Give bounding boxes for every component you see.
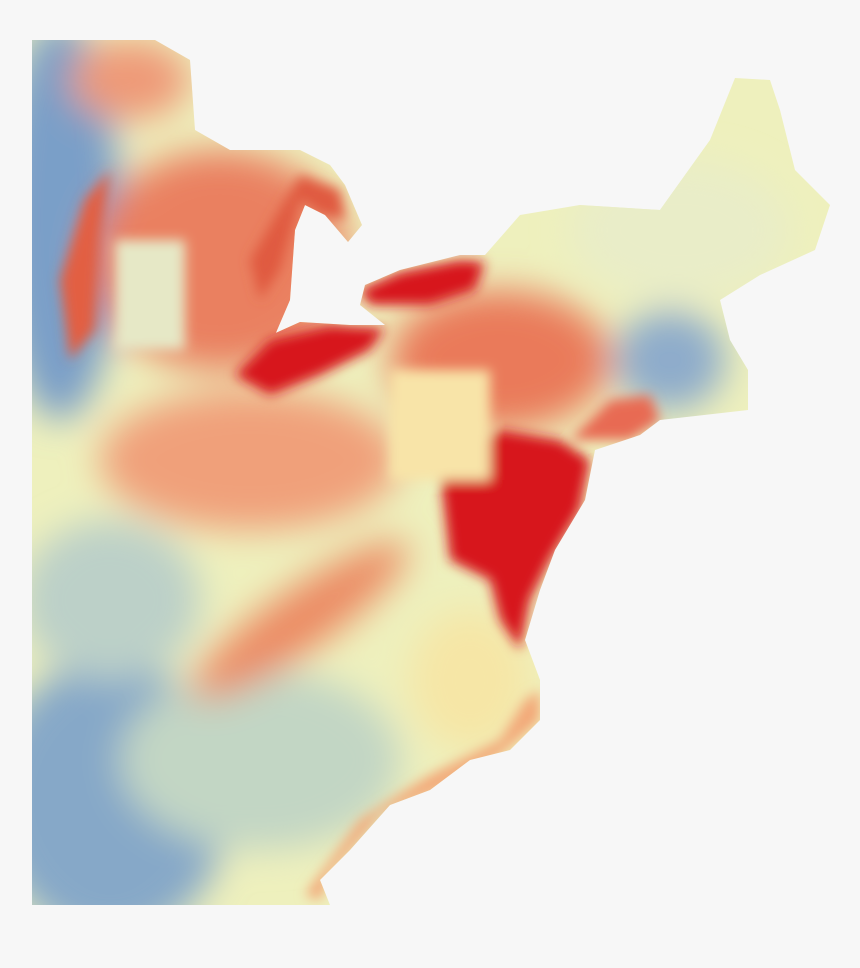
- mid-zone-south: [120, 670, 400, 850]
- high-zone-northwest: [70, 40, 190, 120]
- mid-zone-southwest: [32, 520, 200, 680]
- mid-zone-block-east: [390, 370, 490, 480]
- high-zone-lake-michigan: [250, 175, 345, 300]
- lake-erie: [235, 325, 385, 395]
- lake-ontario: [360, 260, 485, 305]
- high-zone-ohio: [100, 390, 400, 530]
- high-zone-longisland: [570, 395, 660, 440]
- mid-zone-block-west: [115, 240, 185, 350]
- high-zone-midatlantic: [440, 430, 590, 650]
- high-zone-west-michigan: [60, 170, 110, 360]
- low-zone-newengland: [615, 310, 725, 410]
- mid-zone-coast: [410, 610, 530, 750]
- high-zone-appalachian: [192, 541, 408, 699]
